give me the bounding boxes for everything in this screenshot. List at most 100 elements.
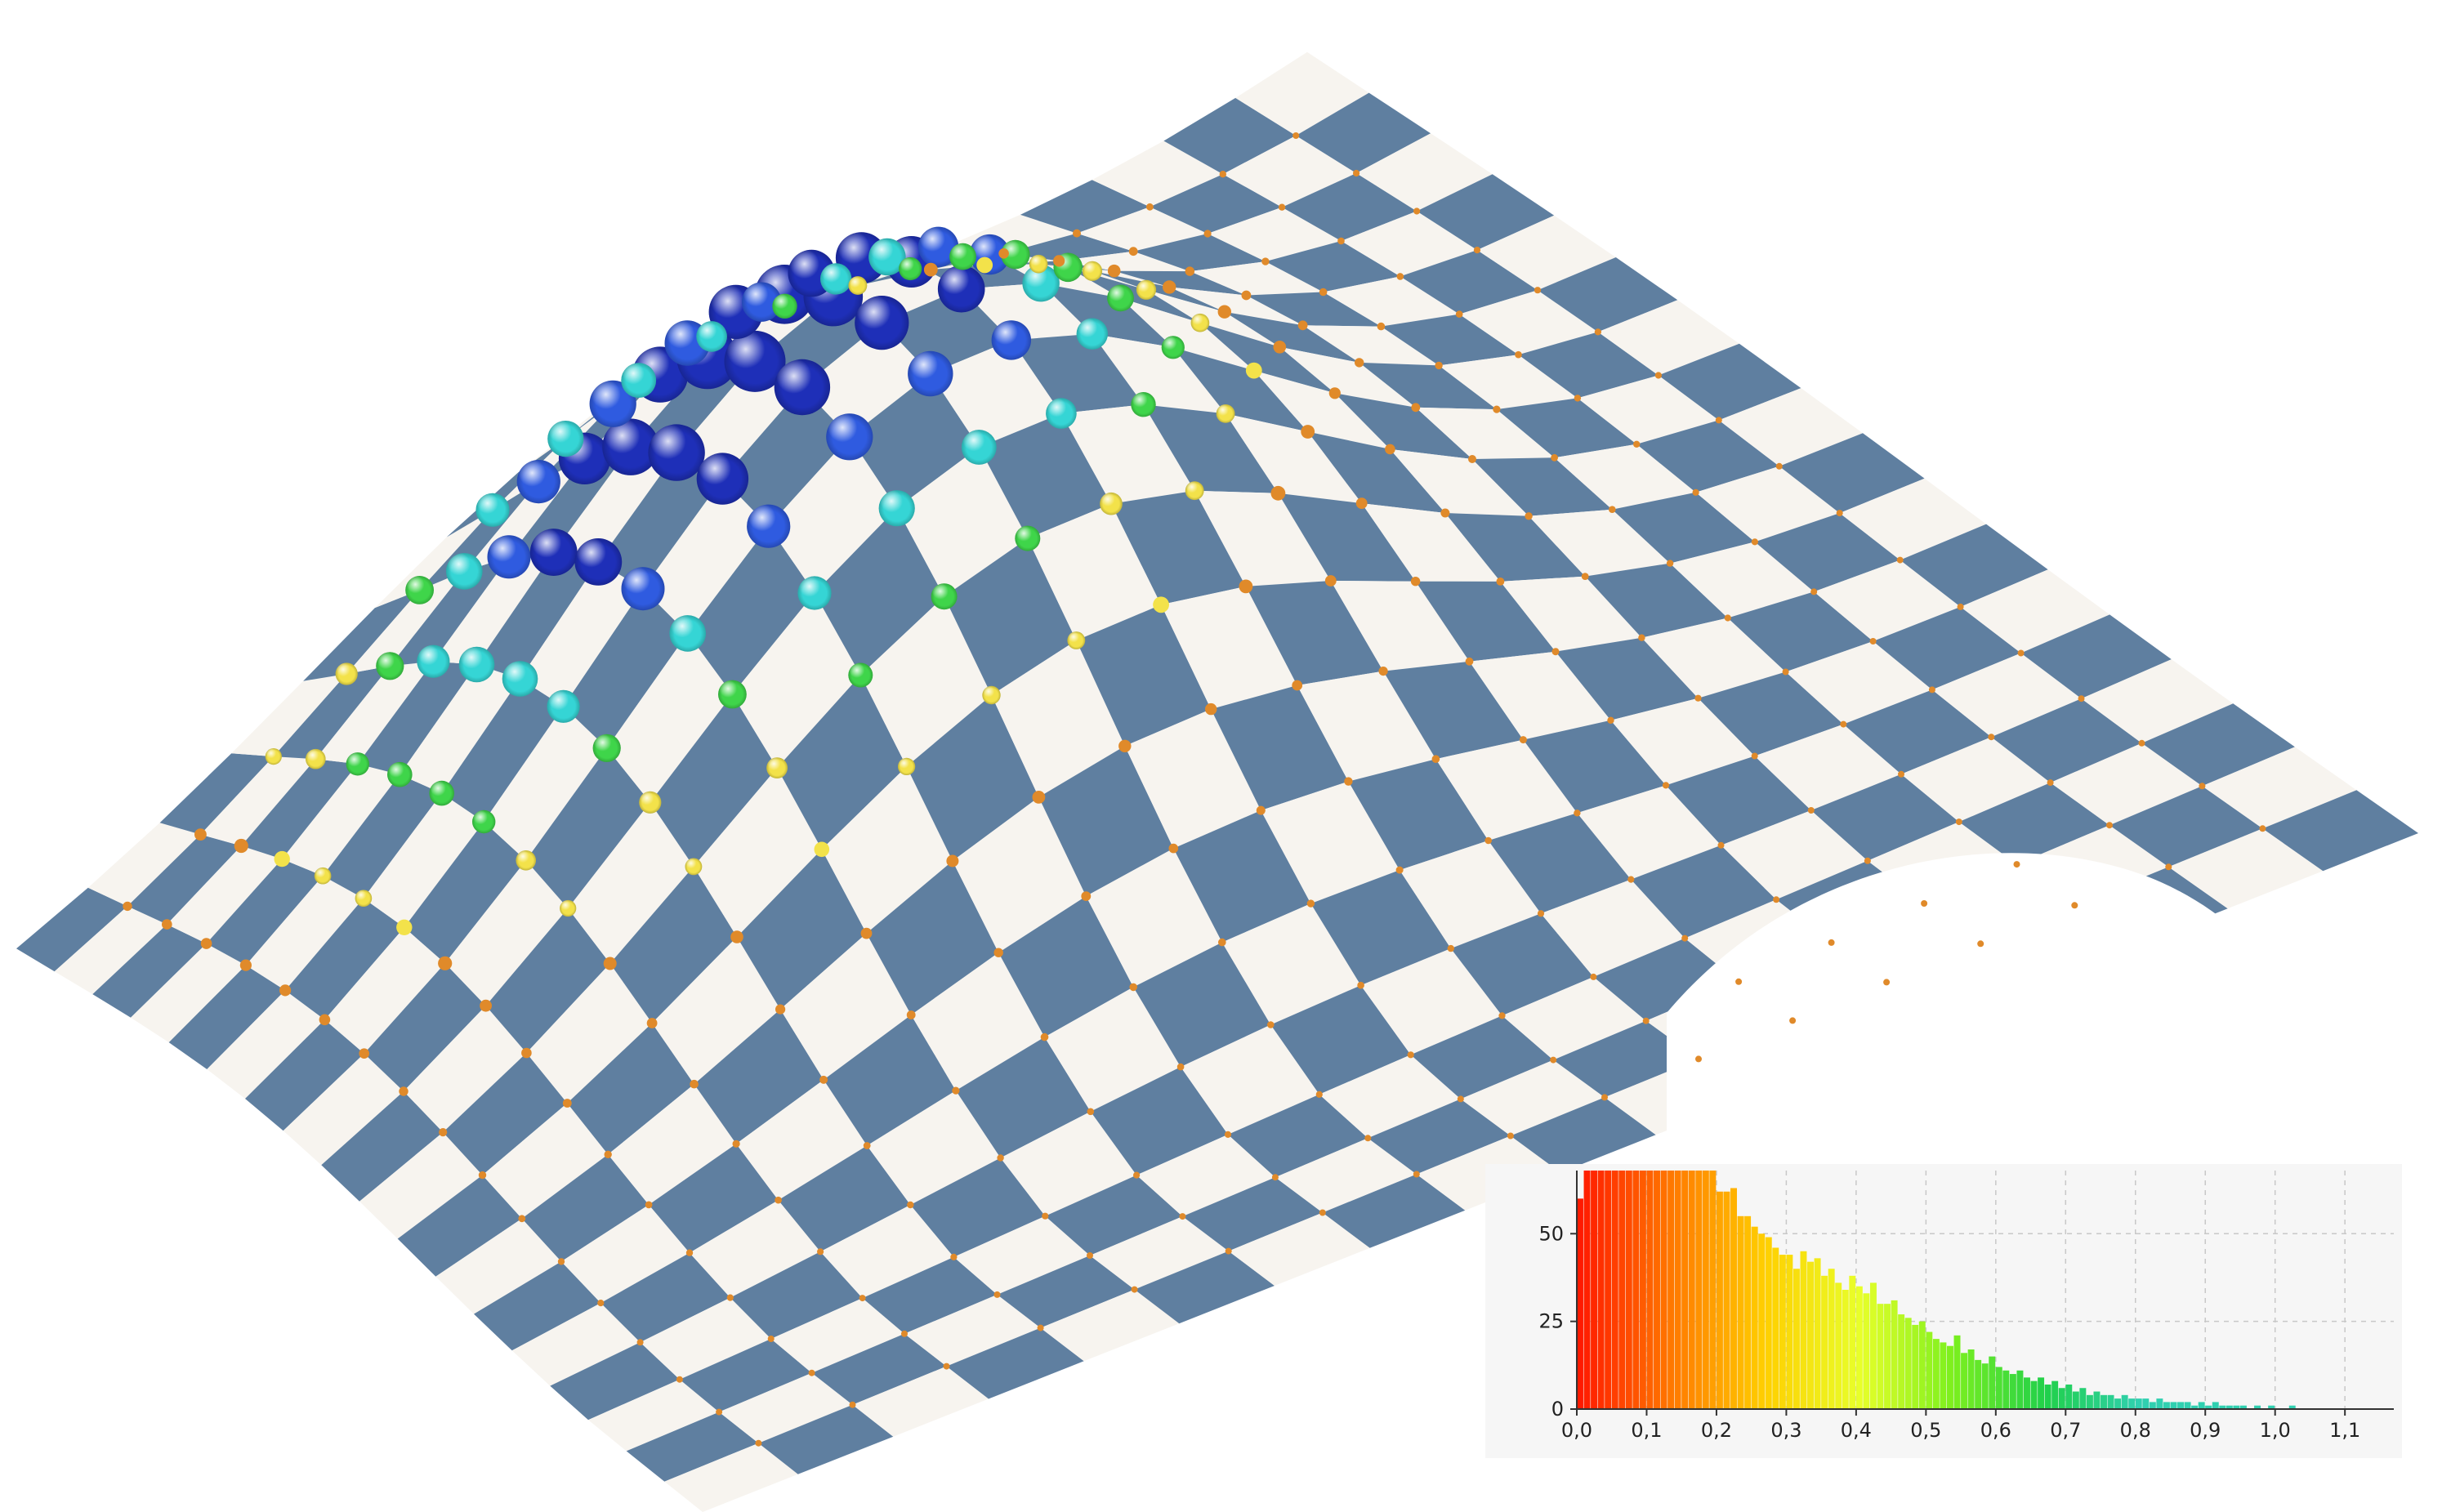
- sphere-highlight: [574, 538, 623, 586]
- deviation-sphere: [1537, 910, 1545, 917]
- sphere-highlight: [314, 867, 332, 885]
- sphere-highlight: [1107, 284, 1134, 312]
- surface-tile: [1839, 478, 1987, 560]
- surface-tile: [608, 1084, 737, 1205]
- deviation-sphere: [1627, 876, 1635, 883]
- deviation-sphere: [1782, 668, 1789, 676]
- deviation-sphere: [478, 1171, 487, 1180]
- deviation-sphere: [1773, 896, 1780, 903]
- deviation-sphere: [1131, 1286, 1138, 1293]
- surface-tile: [1435, 739, 1578, 841]
- deviation-sphere: [1590, 973, 1597, 980]
- surface-tile: [1011, 333, 1144, 414]
- sphere-highlight: [1015, 525, 1041, 551]
- histogram-bar: [2128, 1398, 2136, 1409]
- surface-tile: [1041, 283, 1173, 348]
- surface-tile: [363, 793, 484, 928]
- surface-tile: [643, 479, 769, 634]
- surface-tile: [1359, 362, 1497, 410]
- surface-tile: [770, 1298, 904, 1373]
- deviation-spheres: [123, 132, 2266, 1447]
- surface-tile: [998, 896, 1134, 1037]
- surface-tile: [168, 965, 286, 1069]
- surface-tile: [952, 796, 1087, 953]
- surface-tile: [1695, 466, 1840, 542]
- deviation-sphere: [1715, 417, 1722, 424]
- surface-tile: [1785, 641, 1932, 725]
- surface-tile: [1931, 653, 2082, 738]
- deviation-sphere: [1378, 667, 1388, 676]
- sphere-highlight: [826, 413, 873, 461]
- histogram-bar: [1989, 1356, 1996, 1409]
- deviation-sphere: [319, 1014, 331, 1026]
- surface-tile: [1092, 140, 1223, 207]
- deviation-sphere: [1468, 455, 1476, 463]
- deviation-sphere: [685, 1249, 694, 1256]
- x-tick-label: 0,2: [1701, 1419, 1732, 1442]
- deviation-sphere: [1053, 255, 1065, 267]
- surface-tile: [1360, 948, 1502, 1055]
- sphere-highlight: [878, 490, 915, 527]
- surface-tile: [906, 695, 1039, 861]
- sphere-highlight: [696, 321, 727, 352]
- histogram-bar: [1667, 1171, 1675, 1409]
- deviation-sphere: [1319, 288, 1328, 297]
- deviation-sphere: [726, 1294, 734, 1301]
- sphere-highlight: [560, 899, 577, 917]
- histogram-bar: [1898, 1314, 1905, 1409]
- sphere-highlight: [547, 689, 580, 723]
- histogram-bar: [2205, 1405, 2212, 1409]
- sphere-highlight: [547, 421, 584, 457]
- surface-tile: [1356, 133, 1493, 212]
- surface-tile: [1721, 810, 1868, 900]
- histogram-bar: [2170, 1402, 2177, 1409]
- surface-tile: [521, 1154, 650, 1262]
- deviation-sphere: [1324, 575, 1337, 587]
- surface-tile: [1038, 746, 1174, 897]
- surface-tile: [1322, 1174, 1466, 1248]
- surface-tile: [1278, 493, 1416, 582]
- surface-tile: [1670, 542, 1815, 618]
- deviation-sphere: [1789, 1017, 1797, 1024]
- histogram-bar: [2219, 1405, 2226, 1409]
- sphere-highlight: [1131, 392, 1156, 417]
- surface-tile: [443, 1053, 568, 1175]
- deviation-sphere: [1163, 280, 1176, 294]
- surface-tile: [444, 860, 569, 1006]
- histogram-bar: [2030, 1380, 2038, 1409]
- deviation-sphere: [480, 999, 492, 1012]
- deviation-sphere: [860, 927, 873, 939]
- deviation-sphere: [2106, 822, 2113, 829]
- histogram-bar: [1772, 1247, 1779, 1409]
- histogram-bar: [2135, 1398, 2142, 1409]
- deviation-sphere: [1364, 1135, 1372, 1142]
- surface-tile: [159, 753, 274, 835]
- deviation-sphere: [1413, 1171, 1420, 1178]
- deviation-sphere: [1807, 807, 1815, 814]
- deviation-sphere: [1828, 939, 1835, 946]
- surface-tile: [1553, 1020, 1699, 1098]
- surface-tile: [397, 1175, 522, 1277]
- sphere-highlight: [982, 685, 1001, 705]
- histogram-bar: [1758, 1233, 1766, 1409]
- sphere-highlight: [502, 661, 538, 697]
- histogram-bar: [1995, 1367, 2002, 1409]
- surface-tile: [1400, 250, 1538, 314]
- deviation-sphere: [399, 1086, 408, 1096]
- surface-tile: [1900, 524, 2048, 607]
- histogram-bar: [1855, 1286, 1863, 1409]
- surface-tile: [687, 526, 815, 694]
- surface-tile: [676, 361, 802, 479]
- histogram-axes: 0,0 0,1 0,2 0,3 0,4 0,5 0,6 0,7 0,8 0,9 1,0 1,1 0 25 5…: [1538, 1171, 2394, 1442]
- surface-tile: [1529, 509, 1671, 577]
- histogram-bar: [1884, 1304, 1891, 1409]
- surface-tile: [1538, 257, 1678, 332]
- surface-tile: [92, 924, 207, 1018]
- histogram-bars: [1577, 1171, 2296, 1409]
- deviation-sphere: [1118, 739, 1132, 752]
- deviation-sphere: [943, 1363, 950, 1370]
- surface-tile: [346, 571, 465, 674]
- deviation-sphere: [1496, 578, 1505, 586]
- deviation-sphere: [950, 1253, 958, 1260]
- deviation-sphere: [359, 1048, 370, 1059]
